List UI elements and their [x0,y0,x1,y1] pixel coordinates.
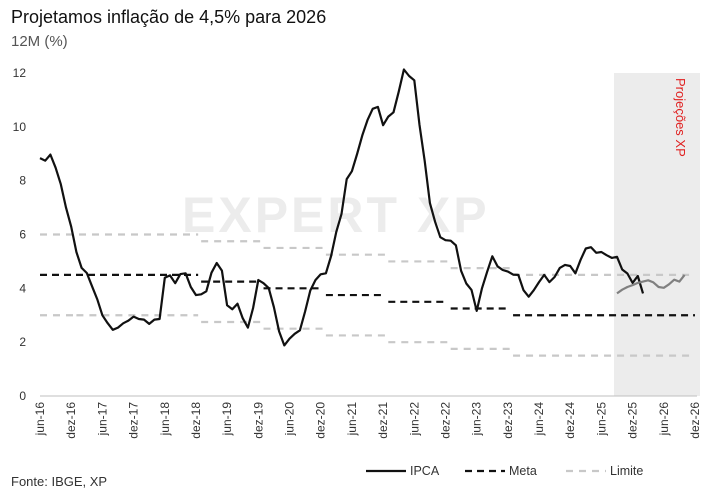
legend-label-limite: Limite [610,464,643,478]
x-tick-label: dez-26 [688,402,702,439]
x-tick-label: jun-21 [345,402,359,437]
x-tick-label: jun-25 [594,402,608,437]
legend-label-meta: Meta [509,464,537,478]
x-tick-label: dez-21 [376,402,390,439]
chart-subtitle: 12M (%) [11,33,68,50]
x-tick-label: jun-24 [532,402,546,437]
projection-region [614,73,700,396]
watermark-text: EXPERT XP [182,187,490,243]
chart-title: Projetamos inflação de 4,5% para 2026 [11,7,327,27]
x-tick-label: dez-19 [251,402,265,439]
x-tick-label: jun-20 [283,402,297,437]
y-tick-label: 8 [19,174,26,188]
projection-shade-layer: Projeções XP [614,73,700,396]
x-tick-label: jun-23 [470,402,484,437]
x-tick-label: dez-23 [501,402,515,439]
x-tick-label: dez-25 [626,402,640,439]
projection-label: Projeções XP [673,78,688,157]
y-tick-label: 2 [19,335,26,349]
x-tick-label: jun-22 [407,402,421,437]
x-tick-label: dez-20 [314,402,328,439]
watermark: EXPERT XP [182,187,490,243]
y-tick-label: 0 [19,389,26,403]
y-tick-label: 6 [19,228,26,242]
ipca-line [39,68,645,347]
x-tick-label: dez-16 [64,402,78,439]
x-tick-label: jun-16 [33,402,47,437]
x-tick-label: dez-18 [189,402,203,439]
legend: IPCA Meta Limite [366,464,643,478]
ipca-projection-line [616,274,686,295]
x-tick-label: jun-26 [657,402,671,437]
y-tick-label: 4 [19,281,26,295]
series [39,68,695,357]
x-tick-label: jun-17 [95,402,109,437]
x-tick-label: dez-17 [127,402,141,439]
axes: 0 2 4 6 8 10 12 jun-16 dez-16 jun-17 dez-17 jun-18 d… [13,66,702,439]
x-tick-label: dez-22 [438,402,452,439]
legend-label-ipca: IPCA [410,464,440,478]
y-tick-label: 12 [13,66,27,80]
source-note: Fonte: IBGE, XP [11,474,108,489]
y-tick-label: 10 [13,120,27,134]
x-tick-label: jun-19 [220,402,234,437]
x-tick-label: dez-24 [563,402,577,439]
x-tick-label: jun-18 [158,402,172,437]
